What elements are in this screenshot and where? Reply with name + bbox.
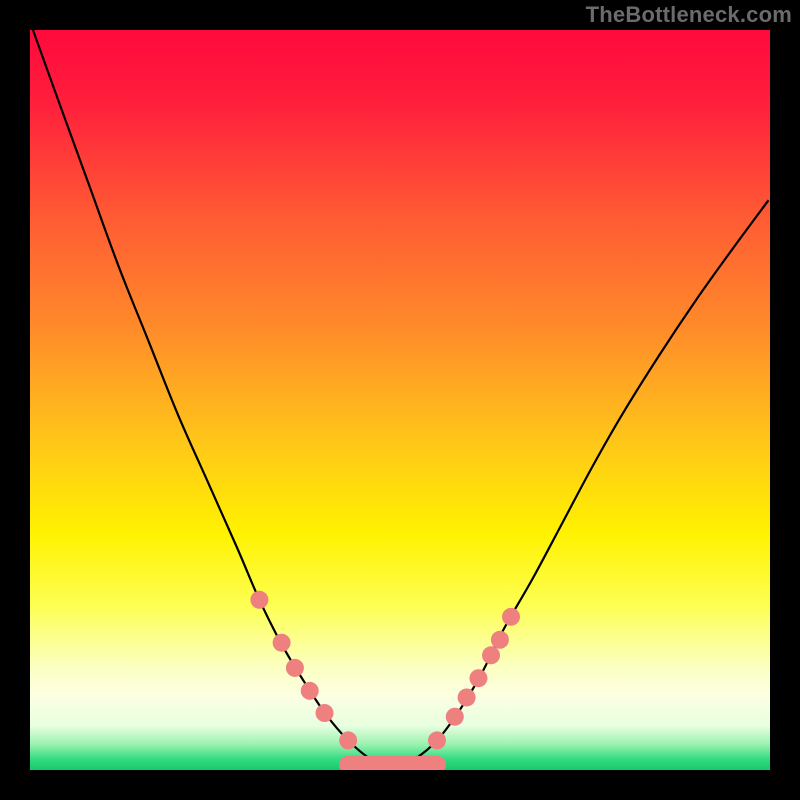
data-marker: [502, 608, 520, 626]
data-marker: [316, 704, 334, 722]
plot-area: [30, 30, 770, 770]
data-marker: [482, 646, 500, 664]
data-marker: [286, 659, 304, 677]
data-marker: [446, 708, 464, 726]
watermark-text: TheBottleneck.com: [586, 2, 792, 28]
data-marker: [301, 682, 319, 700]
trough-bar: [339, 756, 446, 770]
chart-frame: TheBottleneck.com: [0, 0, 800, 800]
plot-svg: [30, 30, 770, 770]
data-marker: [469, 669, 487, 687]
data-marker: [458, 688, 476, 706]
gradient-background: [30, 30, 770, 770]
data-marker: [250, 591, 268, 609]
data-marker: [428, 731, 446, 749]
data-marker: [273, 634, 291, 652]
data-marker: [491, 631, 509, 649]
data-marker: [339, 731, 357, 749]
